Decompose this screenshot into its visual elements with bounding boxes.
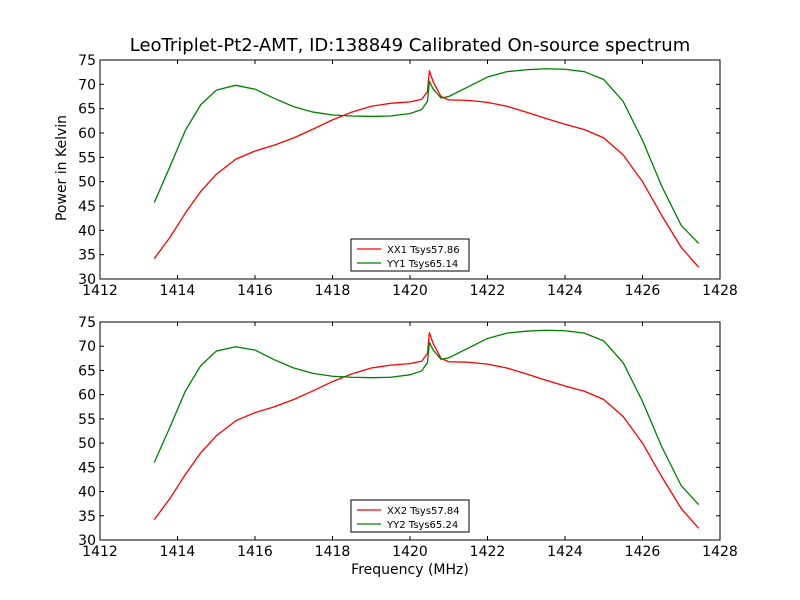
x-tick-label: 1412 bbox=[82, 544, 118, 560]
x-tick-label: 1412 bbox=[82, 283, 118, 299]
x-axis-label: Frequency (MHz) bbox=[351, 562, 469, 578]
y-tick-label: 60 bbox=[78, 126, 96, 142]
x-tick-label: 1422 bbox=[470, 283, 506, 299]
y-tick-label: 65 bbox=[78, 102, 96, 118]
series-line-2-1 bbox=[153, 332, 700, 529]
x-tick-label: 1426 bbox=[625, 544, 661, 560]
y-tick-label: 35 bbox=[78, 509, 96, 525]
y-tick-label: 30 bbox=[78, 272, 96, 288]
y-tick-label: 45 bbox=[78, 460, 96, 476]
y-tick-label: 50 bbox=[78, 436, 96, 452]
legend-label: YY2 Tsys65.24 bbox=[386, 520, 458, 531]
x-tick-label: 1416 bbox=[237, 544, 273, 560]
x-tick-label: 1428 bbox=[702, 544, 738, 560]
series-line-1-1 bbox=[153, 70, 700, 268]
legend-label: YY1 Tsys65.14 bbox=[386, 259, 458, 270]
legend: XX1 Tsys57.86 YY1 Tsys65.14 bbox=[350, 238, 470, 272]
x-tick-label: 1414 bbox=[160, 544, 196, 560]
x-tick-label: 1424 bbox=[547, 544, 583, 560]
legend: XX2 Tsys57.84 YY2 Tsys65.24 bbox=[350, 499, 470, 533]
y-tick-label: 40 bbox=[78, 223, 96, 239]
x-tick-label: 1418 bbox=[315, 283, 351, 299]
y-tick-label: 55 bbox=[78, 412, 96, 428]
chart-title: LeoTriplet-Pt2-AMT, ID:138849 Calibrated… bbox=[129, 35, 691, 56]
x-tick-label: 1424 bbox=[547, 283, 583, 299]
x-tick-label: 1420 bbox=[392, 544, 428, 560]
y-tick-label: 50 bbox=[78, 175, 96, 191]
y-tick-label: 60 bbox=[78, 388, 96, 404]
plot-panel-2: 1412 1414 1416 1418 1420 1422 1424 1426 1428 30 35… bbox=[78, 315, 738, 560]
x-tick-label: 1416 bbox=[237, 283, 273, 299]
y-tick-label: 65 bbox=[78, 363, 96, 379]
x-tick-label: 1414 bbox=[160, 283, 196, 299]
y-tick-label: 70 bbox=[78, 77, 96, 93]
x-tick-label: 1422 bbox=[470, 544, 506, 560]
x-tick-label: 1420 bbox=[392, 283, 428, 299]
y-tick-label: 75 bbox=[78, 53, 96, 69]
y-tick-label: 45 bbox=[78, 199, 96, 215]
y-tick-label: 40 bbox=[78, 485, 96, 501]
legend-label: XX1 Tsys57.86 bbox=[387, 245, 460, 256]
plot-panel-1: 1412 1414 1416 1418 1420 1422 1424 1426 1428 30 35… bbox=[78, 53, 738, 299]
x-tick-label: 1418 bbox=[315, 544, 351, 560]
y-tick-label: 30 bbox=[78, 533, 96, 549]
y-tick-label: 75 bbox=[78, 315, 96, 331]
y-tick-label: 35 bbox=[78, 248, 96, 264]
legend-box bbox=[350, 238, 470, 272]
legend-box bbox=[350, 499, 470, 533]
legend-label: XX2 Tsys57.84 bbox=[387, 506, 460, 517]
series-line-2-2 bbox=[153, 329, 700, 506]
series-line-1-2 bbox=[153, 68, 700, 244]
x-tick-label: 1428 bbox=[702, 283, 738, 299]
y-tick-label: 55 bbox=[78, 150, 96, 166]
y-tick-label: 70 bbox=[78, 339, 96, 355]
x-tick-label: 1426 bbox=[625, 283, 661, 299]
